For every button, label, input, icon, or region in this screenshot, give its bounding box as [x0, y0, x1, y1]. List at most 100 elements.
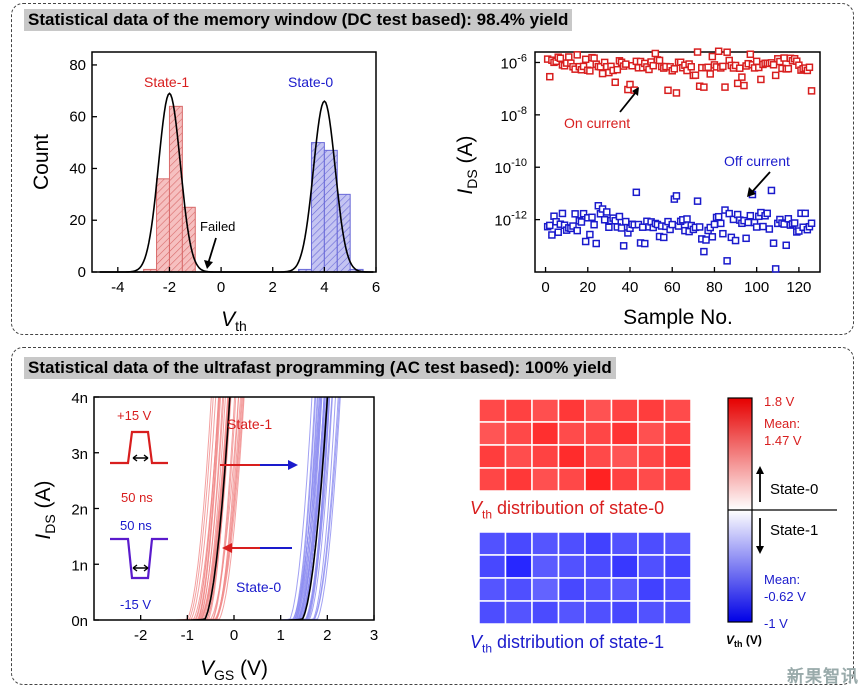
hist-xtick-label: 6	[372, 279, 380, 296]
scatter-point-on	[626, 80, 634, 89]
scatter-point-on	[719, 62, 727, 71]
heatmap1-caption: Vth distribution of state-1	[470, 632, 665, 656]
failed-arrowhead	[204, 260, 213, 269]
scatter-point-off	[742, 234, 750, 243]
heatmap-cell	[637, 554, 666, 579]
heatmap-cell	[610, 467, 639, 492]
scatter-point-on	[687, 63, 695, 71]
failed-arrow	[207, 237, 217, 265]
scatter-ytick-label: 10-12	[494, 210, 527, 230]
heatmap-cell	[504, 444, 533, 469]
scatter-point-off	[672, 192, 681, 200]
heatmap-cell	[557, 467, 586, 492]
scatter-point-off	[558, 209, 567, 218]
scatter-xlabel: Sample No.	[623, 306, 733, 329]
vth-histogram-chart: -4 -2 0 2 4 6 0 20 40 60 80 State-1 State-0 Faile…	[30, 51, 380, 334]
hist-label-state0: State-0	[288, 74, 333, 90]
heatmap-cell	[531, 577, 560, 602]
state0-arrowhead	[756, 466, 764, 474]
heatmap-cell	[637, 467, 666, 492]
scatter-point-off	[702, 236, 710, 244]
scatter-point-off	[752, 223, 761, 231]
heatmap-cell	[531, 398, 560, 423]
scatter-point-off	[710, 220, 719, 229]
scatter-point-off	[719, 229, 727, 238]
tc-label-state0: State-0	[236, 579, 281, 595]
heatmap-cell	[478, 531, 507, 556]
heatmap-cell	[637, 444, 666, 469]
scatter-point-off	[590, 220, 598, 229]
colorbar-mean1-value: -0.62 V	[764, 589, 806, 604]
ids-vs-sample-chart: 0 20 40 60 80 100 120 10-6 10-8 10-10 10-12 On cu…	[454, 47, 821, 329]
heatmap-cell	[531, 554, 560, 579]
tc-ytick-label: 4n	[71, 390, 88, 407]
scatter-point-off	[668, 220, 676, 229]
tc-ylabel: IDS (A)	[32, 480, 58, 539]
scatter-point-off	[588, 213, 596, 222]
heatmap-cell	[637, 600, 666, 625]
heatmap-cell	[637, 398, 666, 423]
hist-ytick-label: 0	[78, 264, 86, 281]
scatter-point-off	[767, 186, 776, 195]
heatmap-cell	[584, 444, 613, 469]
scatter-point-off	[763, 209, 771, 218]
on-current-arrow	[619, 91, 637, 113]
heatmap-cell	[610, 398, 639, 423]
scatter-point-on	[771, 71, 780, 80]
scatter-point-on	[672, 89, 681, 97]
negative-pulse	[110, 537, 168, 580]
scatter-point-off	[603, 208, 611, 216]
hist-xlabel: Vth	[221, 308, 247, 334]
scatter-xtick-label: 20	[579, 279, 596, 296]
scatter-point-on	[586, 67, 594, 75]
pulse-minus-label: -15 V	[120, 597, 151, 612]
scatter-ylabel: IDS (A)	[454, 135, 480, 194]
scatter-point-on	[807, 87, 816, 95]
hist-ytick-label: 60	[69, 109, 86, 126]
tc-xtick-label: 1	[276, 627, 284, 644]
heatmap-cell	[610, 531, 639, 556]
scatter-point-off	[622, 217, 630, 226]
on-current-label: On current	[564, 115, 630, 131]
scatter-point-off	[717, 219, 725, 228]
heatmap-cell	[531, 444, 560, 469]
scatter-point-off	[571, 210, 579, 218]
heatmap-cell	[504, 467, 533, 492]
hist-xtick-label: -2	[163, 279, 176, 296]
hist-label-state1: State-1	[144, 74, 189, 90]
tc-xtick-label: 2	[323, 627, 331, 644]
scatter-point-off	[546, 221, 554, 230]
scatter-point-on	[723, 48, 731, 56]
heatmap-cell	[663, 444, 692, 469]
heatmap-cell	[478, 554, 507, 579]
scatter-point-off	[548, 231, 556, 239]
scatter-point-off	[605, 223, 613, 231]
heatmap-cell	[610, 421, 639, 446]
tc-curve-state-0	[286, 397, 329, 620]
colorbar-mean1-title: Mean:	[764, 572, 800, 587]
scatter-xtick-label: 40	[622, 279, 639, 296]
scatter-ytick-label: 10-10	[494, 157, 527, 177]
scatter-point-on	[556, 54, 565, 63]
heatmap-cell	[557, 577, 586, 602]
tc-xtick-label: -2	[134, 627, 147, 644]
scatter-point-off	[769, 239, 778, 247]
scatter-point-off	[581, 237, 590, 246]
scatter-point-on	[651, 49, 660, 58]
scatter-point-off	[579, 209, 588, 218]
colorbar-max: 1.8 V	[764, 394, 795, 409]
colorbar-state0: State-0	[770, 481, 818, 498]
heatmap-cell	[557, 421, 586, 446]
heatmap-cell	[584, 398, 613, 423]
scatter-point-off	[723, 257, 731, 265]
hist-ytick-label: 20	[69, 212, 86, 229]
scatter-point-off	[708, 233, 717, 241]
scatter-point-on	[780, 54, 788, 62]
tc-ytick-label: 1n	[71, 557, 88, 574]
colorbar-unit: Vth (V)	[726, 633, 762, 649]
scatter-point-off	[660, 233, 668, 242]
heatmap-cell	[584, 554, 613, 579]
scatter-point-on	[573, 51, 581, 59]
heatmap-cell	[504, 421, 533, 446]
scatter-point-off	[695, 223, 704, 231]
